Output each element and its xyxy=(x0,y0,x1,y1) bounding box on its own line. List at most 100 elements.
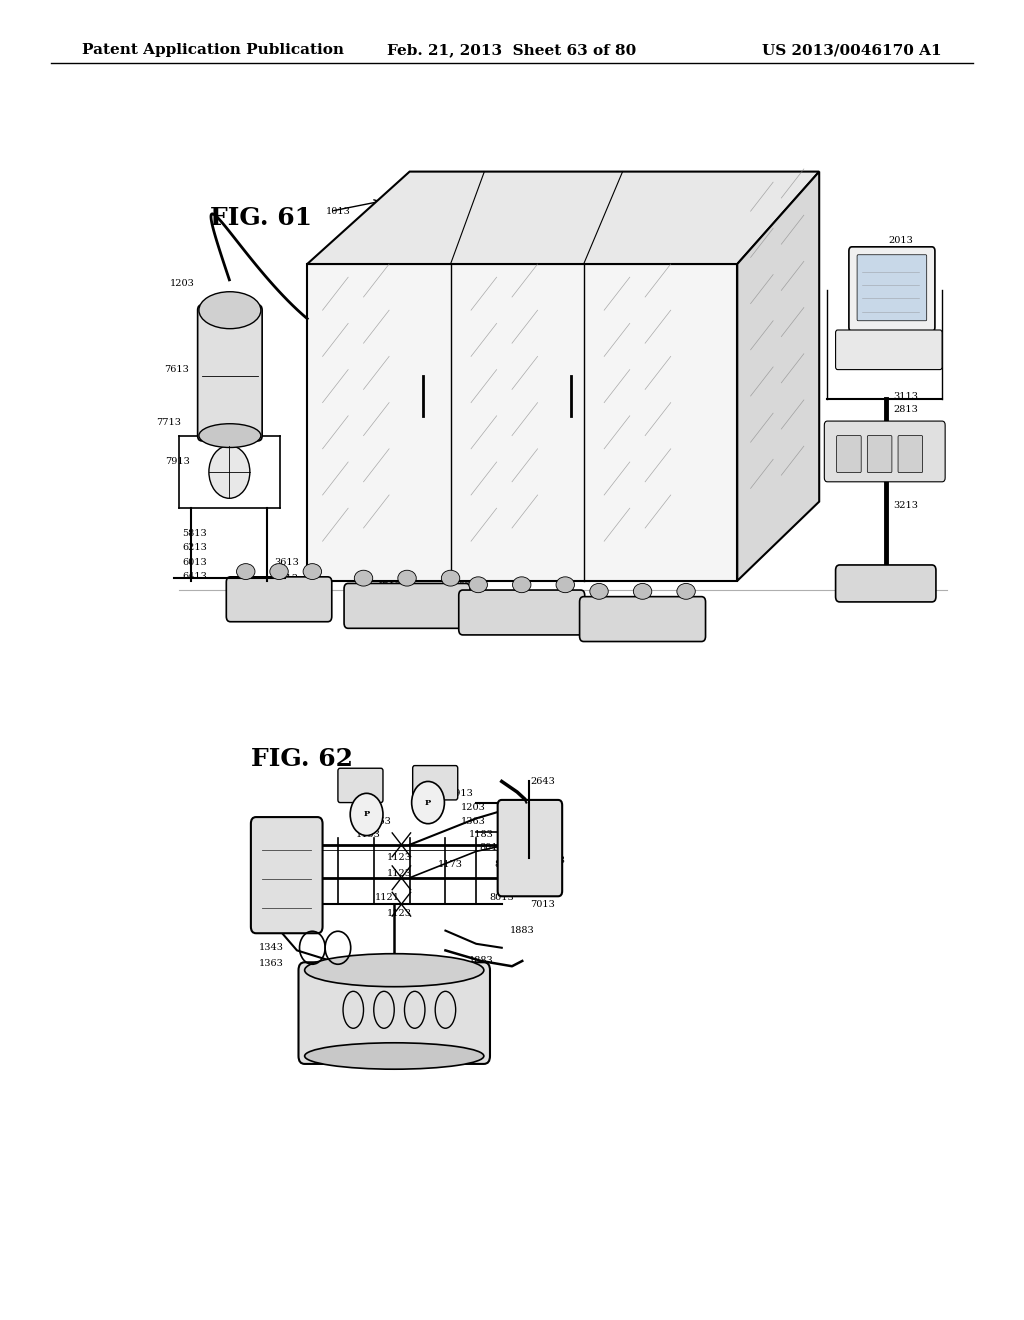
Text: 1703: 1703 xyxy=(365,1036,389,1044)
FancyBboxPatch shape xyxy=(837,436,861,473)
Text: 6213: 6213 xyxy=(459,591,483,599)
Text: 6813: 6813 xyxy=(252,894,276,902)
Text: 4413: 4413 xyxy=(274,603,299,611)
Circle shape xyxy=(209,446,250,499)
Text: 1013: 1013 xyxy=(326,207,350,215)
Text: FIG. 62: FIG. 62 xyxy=(251,747,353,771)
FancyBboxPatch shape xyxy=(338,768,383,803)
Text: 1183: 1183 xyxy=(469,830,494,838)
Text: 1121: 1121 xyxy=(375,894,399,902)
FancyBboxPatch shape xyxy=(867,436,892,473)
FancyBboxPatch shape xyxy=(251,817,323,933)
Text: 4813: 4813 xyxy=(382,486,407,494)
Text: 4813: 4813 xyxy=(459,606,483,614)
Text: 1883: 1883 xyxy=(469,957,494,965)
Text: 7913: 7913 xyxy=(165,458,189,466)
FancyBboxPatch shape xyxy=(344,583,470,628)
Text: 1123: 1123 xyxy=(387,870,412,878)
Text: 7613: 7613 xyxy=(356,772,381,780)
Ellipse shape xyxy=(513,577,531,593)
Ellipse shape xyxy=(237,564,255,579)
Text: 1223: 1223 xyxy=(262,927,287,935)
Text: 1813: 1813 xyxy=(421,236,445,244)
Text: 4713: 4713 xyxy=(274,589,299,597)
Text: Patent Application Publication: Patent Application Publication xyxy=(82,44,344,57)
Text: 5813: 5813 xyxy=(182,529,207,537)
Text: 2413: 2413 xyxy=(901,335,926,343)
Text: 8013: 8013 xyxy=(489,894,514,902)
FancyBboxPatch shape xyxy=(226,577,332,622)
Text: 1843: 1843 xyxy=(413,999,437,1007)
Text: 8013: 8013 xyxy=(262,907,287,915)
FancyBboxPatch shape xyxy=(824,421,945,482)
Ellipse shape xyxy=(590,583,608,599)
Circle shape xyxy=(350,793,383,836)
Text: 1213: 1213 xyxy=(776,273,801,281)
Text: 1613: 1613 xyxy=(561,243,586,251)
Ellipse shape xyxy=(556,577,574,593)
Polygon shape xyxy=(307,264,737,581)
Ellipse shape xyxy=(633,583,651,599)
Text: 4713: 4713 xyxy=(459,620,483,628)
Text: 7413: 7413 xyxy=(541,857,565,865)
Text: 2643: 2643 xyxy=(530,777,555,785)
Text: 1163: 1163 xyxy=(367,817,391,825)
FancyBboxPatch shape xyxy=(498,800,562,896)
Text: 1823: 1823 xyxy=(375,993,399,1001)
Text: 1173: 1173 xyxy=(438,861,463,869)
Text: 2713: 2713 xyxy=(901,304,926,312)
Text: 2813: 2813 xyxy=(894,405,919,413)
FancyBboxPatch shape xyxy=(836,330,942,370)
Polygon shape xyxy=(307,172,819,264)
Text: 7013: 7013 xyxy=(530,900,555,908)
Text: 6013: 6013 xyxy=(182,558,207,566)
Text: 4213: 4213 xyxy=(274,574,299,582)
Text: 7913: 7913 xyxy=(449,789,473,797)
Text: US 2013/0046170 A1: US 2013/0046170 A1 xyxy=(763,44,942,57)
FancyBboxPatch shape xyxy=(849,247,935,331)
Text: 6413: 6413 xyxy=(182,573,207,581)
Ellipse shape xyxy=(469,577,487,593)
Text: 8013: 8013 xyxy=(495,861,519,869)
Text: 1413: 1413 xyxy=(674,243,698,251)
Text: 1123: 1123 xyxy=(387,854,412,862)
Text: 6013: 6013 xyxy=(633,475,657,483)
Text: 3833: 3833 xyxy=(723,445,748,453)
Text: 1363: 1363 xyxy=(461,817,485,825)
Ellipse shape xyxy=(677,583,695,599)
Text: 1913: 1913 xyxy=(312,424,337,432)
Text: 2013: 2013 xyxy=(889,236,913,244)
Text: 7913: 7913 xyxy=(341,789,366,797)
FancyBboxPatch shape xyxy=(857,255,927,321)
Ellipse shape xyxy=(305,953,484,987)
Ellipse shape xyxy=(305,1043,484,1069)
Polygon shape xyxy=(737,172,819,581)
Ellipse shape xyxy=(269,564,289,579)
Text: 1883: 1883 xyxy=(510,927,535,935)
Text: 3213: 3213 xyxy=(894,425,919,433)
Text: 8013: 8013 xyxy=(479,843,504,851)
Text: 1313: 1313 xyxy=(633,355,657,363)
Text: 4413: 4413 xyxy=(377,606,401,614)
Text: 4513: 4513 xyxy=(418,516,442,524)
Text: 7813: 7813 xyxy=(428,772,453,780)
Text: 4213: 4213 xyxy=(377,577,401,585)
FancyBboxPatch shape xyxy=(299,962,489,1064)
Text: P: P xyxy=(425,799,431,807)
Text: 1343: 1343 xyxy=(259,944,284,952)
Text: 5813: 5813 xyxy=(459,577,483,585)
Text: 2993: 2993 xyxy=(733,392,758,400)
Text: 1133: 1133 xyxy=(269,878,294,886)
Ellipse shape xyxy=(303,564,322,579)
Text: 1203: 1203 xyxy=(461,804,485,812)
Text: 1713: 1713 xyxy=(566,412,591,420)
Text: 1153: 1153 xyxy=(356,830,381,838)
Text: 7213: 7213 xyxy=(264,843,289,851)
Text: 2913: 2913 xyxy=(733,337,758,345)
Text: 1143: 1143 xyxy=(274,861,299,869)
FancyBboxPatch shape xyxy=(836,565,936,602)
Text: 4713: 4713 xyxy=(377,591,401,599)
Text: 3213: 3213 xyxy=(894,502,919,510)
Text: 1123: 1123 xyxy=(387,909,412,917)
Text: 3013: 3013 xyxy=(894,458,919,466)
